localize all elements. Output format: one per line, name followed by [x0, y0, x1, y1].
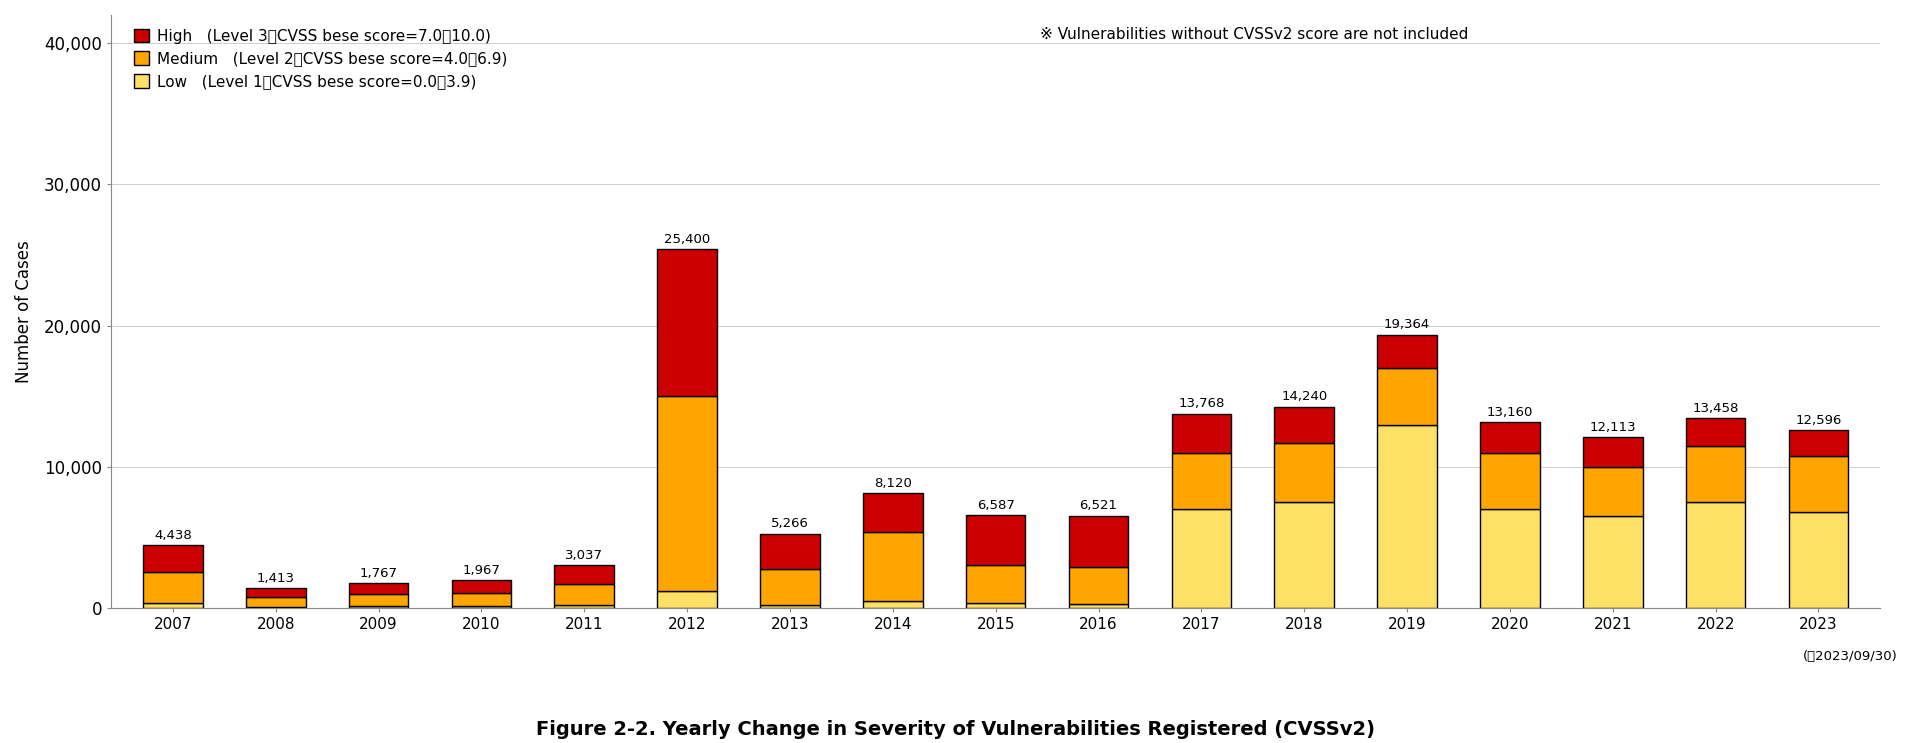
Bar	[1377, 368, 1436, 424]
Bar	[246, 597, 306, 607]
Text: 4,438: 4,438	[155, 529, 191, 542]
Bar	[1788, 455, 1849, 512]
Legend: High   (Level 3、CVSS bese score=7.0～10.0), Medium   (Level 2、CVSS bese score=4.0: High (Level 3、CVSS bese score=7.0～10.0),…	[128, 22, 514, 95]
Text: 25,400: 25,400	[665, 233, 711, 246]
Bar	[451, 580, 512, 593]
Text: 1,767: 1,767	[359, 567, 397, 580]
Text: 6,587: 6,587	[976, 499, 1014, 511]
Bar	[657, 250, 716, 396]
Bar	[451, 606, 512, 608]
Bar	[1788, 512, 1849, 608]
Bar	[1070, 567, 1129, 604]
Bar	[1480, 422, 1539, 452]
Bar	[1377, 334, 1436, 368]
Bar	[966, 565, 1026, 603]
Bar	[350, 594, 409, 606]
Bar	[554, 584, 615, 606]
Bar	[760, 605, 819, 608]
Bar	[554, 565, 615, 584]
Bar	[1171, 509, 1232, 608]
Text: 13,160: 13,160	[1486, 406, 1534, 419]
Bar	[1377, 424, 1436, 608]
Bar	[657, 591, 716, 608]
Bar	[143, 603, 202, 608]
Bar	[1687, 502, 1746, 608]
Text: 13,768: 13,768	[1178, 398, 1224, 410]
Bar	[350, 606, 409, 608]
Bar	[350, 583, 409, 594]
Y-axis label: Number of Cases: Number of Cases	[15, 240, 32, 383]
Text: 1,967: 1,967	[462, 564, 500, 577]
Bar	[863, 601, 923, 608]
Text: 13,458: 13,458	[1692, 401, 1738, 415]
Bar	[554, 606, 615, 608]
Bar	[1480, 509, 1539, 608]
Bar	[143, 572, 202, 603]
Bar	[246, 588, 306, 597]
Bar	[966, 515, 1026, 565]
Bar	[1171, 452, 1232, 509]
Bar	[1788, 430, 1849, 455]
Bar	[966, 603, 1026, 608]
Bar	[1687, 446, 1746, 502]
Text: 1,413: 1,413	[256, 571, 294, 585]
Text: Figure 2-2. Yearly Change in Severity of Vulnerabilities Registered (CVSSv2): Figure 2-2. Yearly Change in Severity of…	[535, 720, 1375, 739]
Text: 14,240: 14,240	[1282, 391, 1327, 403]
Bar	[1583, 467, 1643, 516]
Text: ※ Vulnerabilities without CVSSv2 score are not included: ※ Vulnerabilities without CVSSv2 score a…	[1039, 27, 1469, 42]
Bar	[1070, 604, 1129, 608]
Bar	[1274, 443, 1333, 502]
Bar	[1480, 452, 1539, 509]
Bar	[143, 545, 202, 572]
Text: 5,266: 5,266	[772, 517, 810, 531]
Text: 19,364: 19,364	[1385, 318, 1431, 331]
Bar	[1583, 516, 1643, 608]
Bar	[657, 396, 716, 591]
Bar	[863, 532, 923, 601]
Text: 8,120: 8,120	[875, 477, 911, 490]
Text: 12,113: 12,113	[1589, 421, 1637, 433]
Bar	[863, 493, 923, 532]
Text: 12,596: 12,596	[1795, 414, 1841, 426]
Bar	[1583, 437, 1643, 467]
Bar	[1274, 407, 1333, 443]
Text: (～2023/09/30): (～2023/09/30)	[1803, 649, 1899, 663]
Bar	[760, 569, 819, 605]
Text: 3,037: 3,037	[565, 548, 604, 562]
Bar	[451, 593, 512, 606]
Text: 6,521: 6,521	[1079, 499, 1117, 513]
Bar	[1171, 414, 1232, 452]
Bar	[760, 533, 819, 569]
Bar	[246, 607, 306, 608]
Bar	[1274, 502, 1333, 608]
Bar	[1070, 516, 1129, 567]
Bar	[1687, 418, 1746, 446]
